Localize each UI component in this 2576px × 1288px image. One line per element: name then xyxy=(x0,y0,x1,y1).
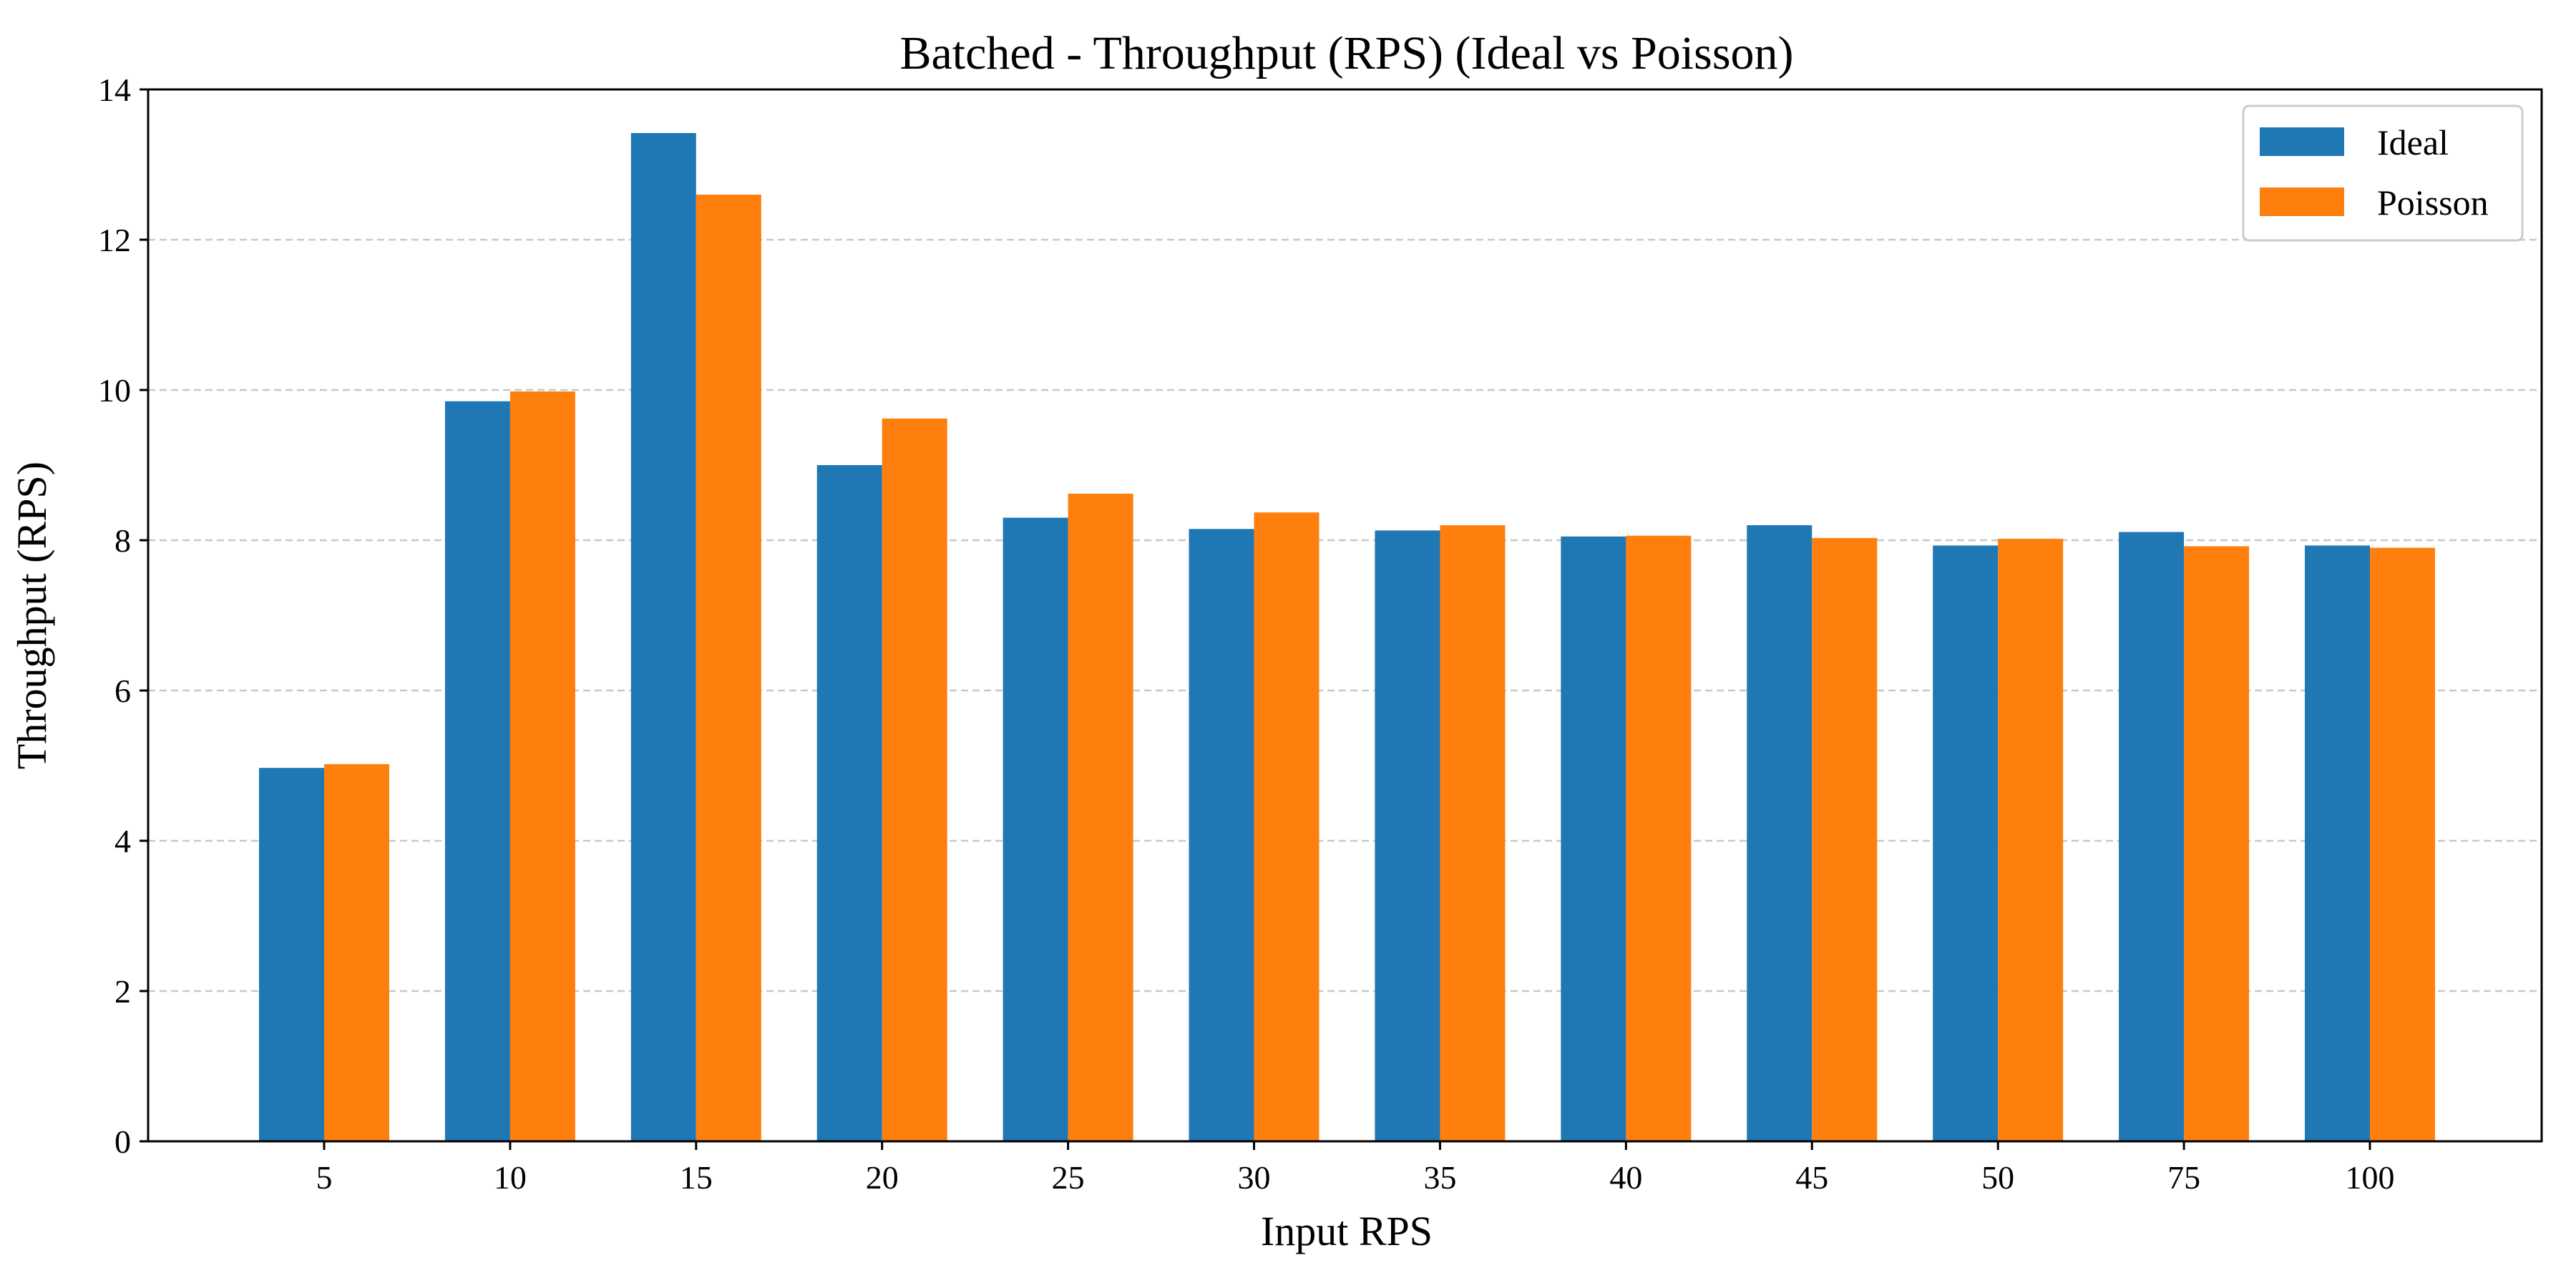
bar-poisson-40 xyxy=(1626,535,1692,1141)
bars xyxy=(259,132,2435,1141)
x-tick-label-75: 75 xyxy=(2167,1159,2200,1196)
x-tick-label-45: 45 xyxy=(1795,1159,1828,1196)
legend: Ideal Poisson xyxy=(2242,104,2524,242)
x-tick-label-15: 15 xyxy=(680,1159,713,1196)
bar-poisson-5 xyxy=(324,763,389,1141)
bar-ideal-5 xyxy=(259,768,324,1141)
x-tick-label-35: 35 xyxy=(1423,1159,1456,1196)
y-tick-label-12: 12 xyxy=(98,222,131,258)
bar-ideal-15 xyxy=(630,132,696,1141)
x-axis-label: Input RPS xyxy=(1261,1208,1433,1254)
bar-poisson-15 xyxy=(696,195,761,1141)
bar-ideal-75 xyxy=(2119,532,2185,1141)
y-axis: 0 2 4 6 8 10 12 14 xyxy=(98,72,148,1160)
bar-poisson-10 xyxy=(509,391,575,1141)
x-tick-label-30: 30 xyxy=(1238,1159,1271,1196)
bar-ideal-35 xyxy=(1375,530,1440,1141)
bar-poisson-50 xyxy=(1998,538,2064,1141)
y-axis-label: Throughput (RPS) xyxy=(9,462,55,769)
bar-poisson-30 xyxy=(1254,512,1319,1141)
y-tick-label-2: 2 xyxy=(114,973,131,1010)
bar-ideal-10 xyxy=(444,401,510,1141)
bar-ideal-30 xyxy=(1189,529,1254,1141)
y-tick-label-4: 4 xyxy=(114,823,131,859)
bar-poisson-25 xyxy=(1068,493,1133,1141)
bar-ideal-25 xyxy=(1002,517,1068,1141)
bar-ideal-100 xyxy=(2305,545,2370,1141)
y-tick-label-0: 0 xyxy=(114,1123,131,1160)
bar-poisson-45 xyxy=(1812,537,1878,1141)
x-tick-label-40: 40 xyxy=(1609,1159,1642,1196)
bar-ideal-20 xyxy=(816,465,882,1141)
chart-title: Batched - Throughput (RPS) (Ideal vs Poi… xyxy=(899,27,1793,79)
bar-ideal-45 xyxy=(1747,525,1813,1141)
x-axis: 5 10 15 20 25 30 35 40 45 50 75 100 xyxy=(316,1141,2395,1196)
y-tick-label-8: 8 xyxy=(114,522,131,559)
legend-swatch-poisson xyxy=(2260,187,2344,216)
x-tick-label-20: 20 xyxy=(866,1159,899,1196)
legend-label-poisson: Poisson xyxy=(2377,182,2489,223)
bar-ideal-40 xyxy=(1561,536,1626,1141)
y-tick-label-10: 10 xyxy=(98,372,131,409)
legend-label-ideal: Ideal xyxy=(2377,122,2449,162)
y-tick-label-6: 6 xyxy=(114,673,131,709)
legend-swatch-ideal xyxy=(2260,127,2344,156)
bar-poisson-20 xyxy=(882,418,947,1141)
bar-poisson-75 xyxy=(2184,546,2250,1141)
bar-poisson-100 xyxy=(2370,547,2435,1141)
bar-ideal-50 xyxy=(1933,545,1999,1141)
x-tick-label-5: 5 xyxy=(316,1159,333,1196)
plot-frame xyxy=(147,88,2543,1143)
x-tick-label-25: 25 xyxy=(1052,1159,1085,1196)
bar-poisson-35 xyxy=(1440,525,1506,1141)
y-tick-label-14: 14 xyxy=(98,72,131,108)
x-tick-label-10: 10 xyxy=(494,1159,527,1196)
x-tick-label-50: 50 xyxy=(1981,1159,2014,1196)
x-tick-label-100: 100 xyxy=(2346,1159,2395,1196)
